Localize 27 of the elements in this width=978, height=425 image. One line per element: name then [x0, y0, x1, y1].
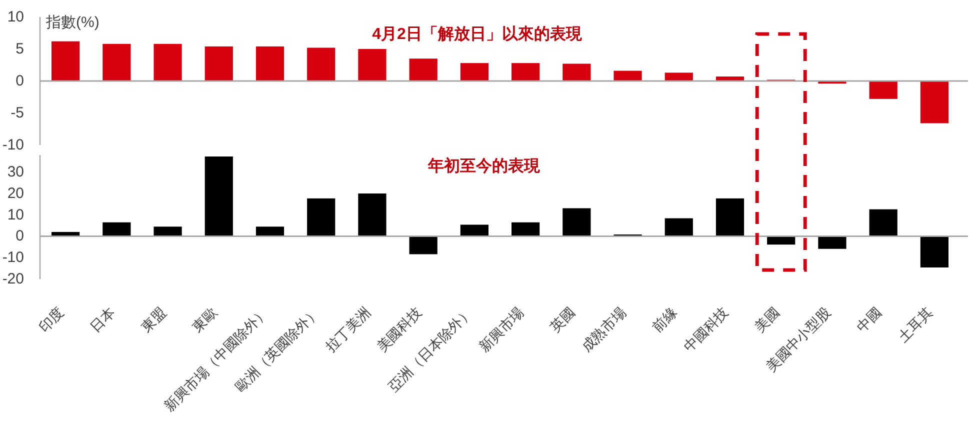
x-tick-label: 英國 — [547, 304, 578, 336]
y-tick-label: 0 — [16, 72, 24, 90]
y-tick-label: 10 — [7, 206, 24, 224]
x-tick-label: 新興市場 — [476, 304, 528, 356]
x-tick-label: 中國 — [854, 304, 885, 336]
x-tick-label: 土耳其 — [894, 304, 936, 346]
x-tick-label: 美國 — [751, 304, 783, 336]
y-tick-label: 5 — [16, 40, 24, 58]
y-tick-label: -10 — [2, 136, 24, 154]
x-tick-label: 印度 — [36, 304, 68, 336]
chart-title: 年初至今的表現 — [427, 157, 541, 175]
y-tick-label: -20 — [2, 270, 24, 288]
x-tick-label: 拉丁美洲 — [322, 304, 374, 356]
x-tick-label: 東盟 — [138, 304, 170, 336]
y-tick-label: 30 — [7, 164, 24, 181]
y-tick-label: -5 — [10, 104, 24, 122]
y-axis-title: 指數(%) — [45, 14, 100, 31]
text: 4月2日「解放日」以來的表現 — [372, 25, 583, 43]
y-tick-label: 20 — [7, 184, 24, 202]
x-tick-label: 成熟市場 — [578, 304, 630, 356]
x-tick-label: 前緣 — [649, 304, 680, 336]
x-tick-label: 中國科技 — [680, 304, 732, 356]
x-tick-label: 東歐 — [189, 304, 220, 336]
x-tick-label: 日本 — [87, 304, 118, 336]
y-tick-label: 10 — [7, 8, 24, 26]
y-tick-label: -10 — [2, 249, 24, 266]
y-tick-label: 0 — [16, 228, 24, 245]
